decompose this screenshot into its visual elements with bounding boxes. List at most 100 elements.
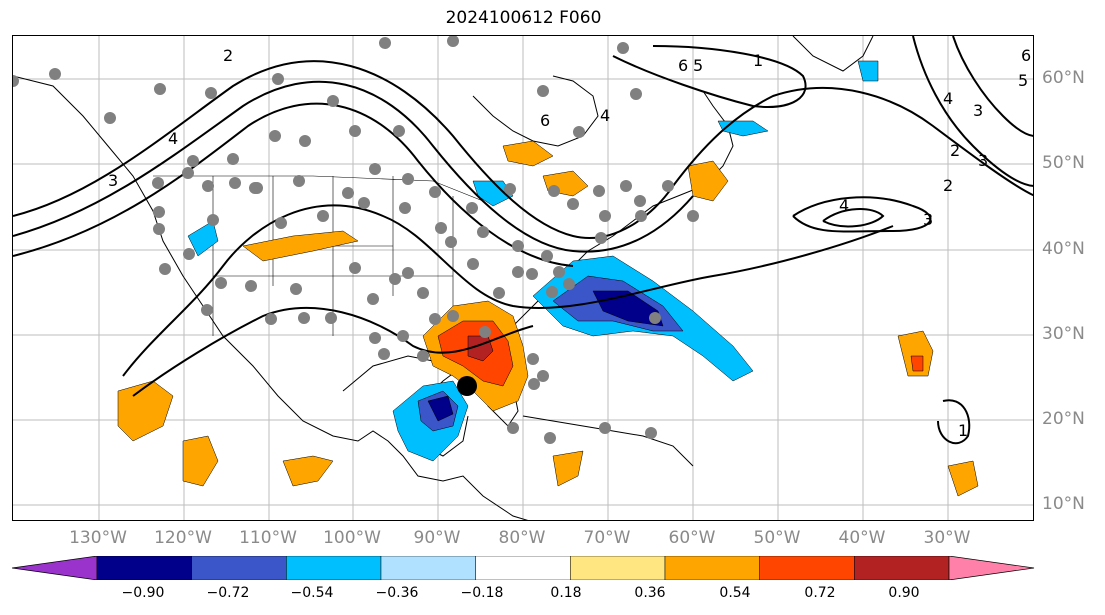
station-marker — [630, 88, 642, 100]
station-marker — [429, 313, 441, 325]
lon-label: 70°W — [583, 528, 631, 548]
station-marker — [527, 353, 539, 365]
map-title: 2024100612 F060 — [445, 8, 602, 28]
station-marker — [272, 73, 284, 85]
station-marker — [183, 248, 195, 260]
station-marker — [649, 312, 661, 324]
station-marker — [215, 277, 227, 289]
station-marker — [548, 185, 560, 197]
station-marker — [325, 312, 337, 324]
station-marker — [567, 198, 579, 210]
contour-label: 6 — [540, 111, 550, 130]
contour-label: 3 — [108, 171, 118, 190]
station-marker — [645, 427, 657, 439]
station-marker — [154, 83, 166, 95]
station-marker — [447, 36, 459, 47]
contour-line-8 — [912, 36, 1033, 187]
colorbar-extend-right — [948, 556, 1035, 580]
orange-region-pacific — [117, 380, 174, 442]
station-marker — [182, 167, 194, 179]
contour-label: 3 — [923, 210, 933, 229]
lat-label: 50°N — [1042, 153, 1085, 173]
storm-center-marker — [457, 376, 477, 396]
cyan-region-rockies — [187, 220, 219, 257]
lat-label: 30°N — [1042, 324, 1085, 344]
colorbar-segment — [191, 556, 287, 580]
lon-label: 80°W — [498, 528, 546, 548]
lon-label: 90°W — [413, 528, 461, 548]
contour-line-10 — [612, 45, 807, 108]
contour-label: 5 — [693, 56, 703, 75]
station-marker — [402, 267, 414, 279]
colorbar-segment — [664, 556, 760, 580]
navy-region-yucatan — [427, 395, 454, 422]
station-marker — [617, 42, 629, 54]
station-marker — [635, 210, 647, 222]
station-marker — [593, 185, 605, 197]
station-marker — [687, 210, 699, 222]
station-marker — [249, 182, 261, 194]
contour-label: 3 — [978, 151, 988, 170]
contour-lines — [13, 36, 1033, 445]
contour-line-4 — [122, 204, 894, 377]
station-marker — [202, 180, 214, 192]
station-marker — [563, 278, 575, 290]
colorbar-segment — [286, 556, 382, 580]
station-marker — [358, 197, 370, 209]
colorbar-extend-left — [12, 556, 98, 580]
colorbar-tick-label: −0.18 — [460, 585, 504, 601]
station-marker — [293, 175, 305, 187]
contour-label: 6 — [1021, 46, 1031, 65]
station-marker — [504, 183, 516, 195]
orange-region-newfoundland — [687, 160, 729, 202]
caribbean-islands — [522, 415, 694, 467]
station-marker — [402, 173, 414, 185]
station-marker — [153, 223, 165, 235]
station-marker — [299, 135, 311, 147]
contour-label: 6 — [678, 56, 688, 75]
colorbar-segment — [854, 556, 950, 580]
station-marker — [187, 155, 199, 167]
station-marker — [544, 432, 556, 444]
station-marker — [553, 266, 565, 278]
station-markers — [13, 36, 699, 444]
station-marker — [393, 125, 405, 137]
colorbar-segment — [475, 556, 571, 580]
station-marker — [153, 206, 165, 218]
station-marker — [445, 236, 457, 248]
station-marker — [152, 177, 164, 189]
lon-label: 120°W — [154, 528, 212, 548]
station-marker — [227, 153, 239, 165]
station-marker — [537, 85, 549, 97]
station-marker — [201, 304, 213, 316]
station-marker — [493, 287, 505, 299]
colorbar-tick-label: 0.90 — [888, 585, 920, 601]
orange-region-mexico-south — [282, 455, 334, 487]
station-marker — [507, 422, 519, 434]
orange-region-mexico-west — [182, 435, 219, 487]
contour-label: 4 — [168, 129, 178, 148]
station-marker — [104, 112, 116, 124]
greenland — [792, 36, 874, 72]
contour-label: 2 — [950, 141, 960, 160]
contour-line-6 — [792, 196, 932, 233]
contour-line-2 — [13, 80, 694, 253]
station-marker — [537, 370, 549, 382]
station-marker — [477, 226, 489, 238]
station-marker — [205, 87, 217, 99]
station-marker — [269, 130, 281, 142]
contour-label: 2 — [223, 46, 233, 65]
station-marker — [595, 232, 607, 244]
colorbar-tick-label: −0.90 — [121, 585, 165, 601]
contour-label: 4 — [943, 89, 953, 108]
colorbar-tick-label: −0.36 — [375, 585, 419, 601]
station-marker — [546, 286, 558, 298]
station-marker — [275, 217, 287, 229]
station-marker — [379, 37, 391, 49]
colorbar — [12, 556, 1035, 580]
colorbar-segment — [570, 556, 666, 580]
colorbar-tick-label: −0.54 — [290, 585, 334, 601]
lon-label: 130°W — [69, 528, 127, 548]
orange-region-east-atlantic — [897, 330, 934, 377]
lon-label: 40°W — [838, 528, 886, 548]
